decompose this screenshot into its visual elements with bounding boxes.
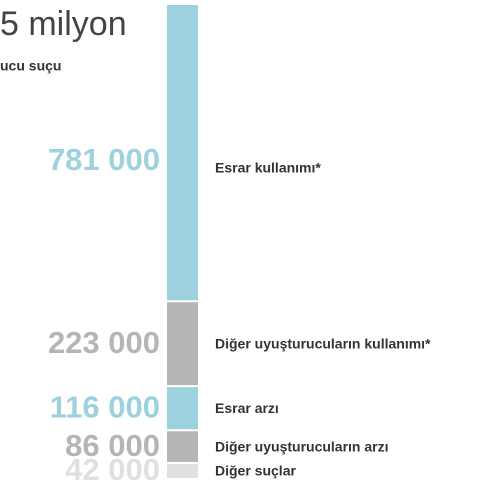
category-label: Diğer uyuşturucuların arzı [215, 438, 388, 454]
value-label: 781 000 [48, 142, 160, 177]
bar-segment [167, 5, 198, 301]
category-label: Diğer uyuşturucuların kullanımı* [215, 335, 431, 351]
value-label: 42 000 [65, 452, 160, 484]
value-label: 116 000 [50, 389, 160, 424]
bar-segment [167, 387, 198, 430]
chart-title: 5 milyon [0, 5, 127, 43]
category-label: Esrar kullanımı* [215, 159, 321, 175]
value-label: 86 000 [65, 428, 160, 463]
category-label: Diğer suçlar [215, 463, 296, 479]
bar-segment [167, 302, 198, 386]
value-label: 223 000 [48, 325, 160, 360]
chart-subtitle: ucu suçu [0, 58, 61, 74]
category-label: Esrar arzı [215, 400, 279, 416]
bar-segment [167, 431, 198, 463]
bar-segment [167, 464, 198, 478]
